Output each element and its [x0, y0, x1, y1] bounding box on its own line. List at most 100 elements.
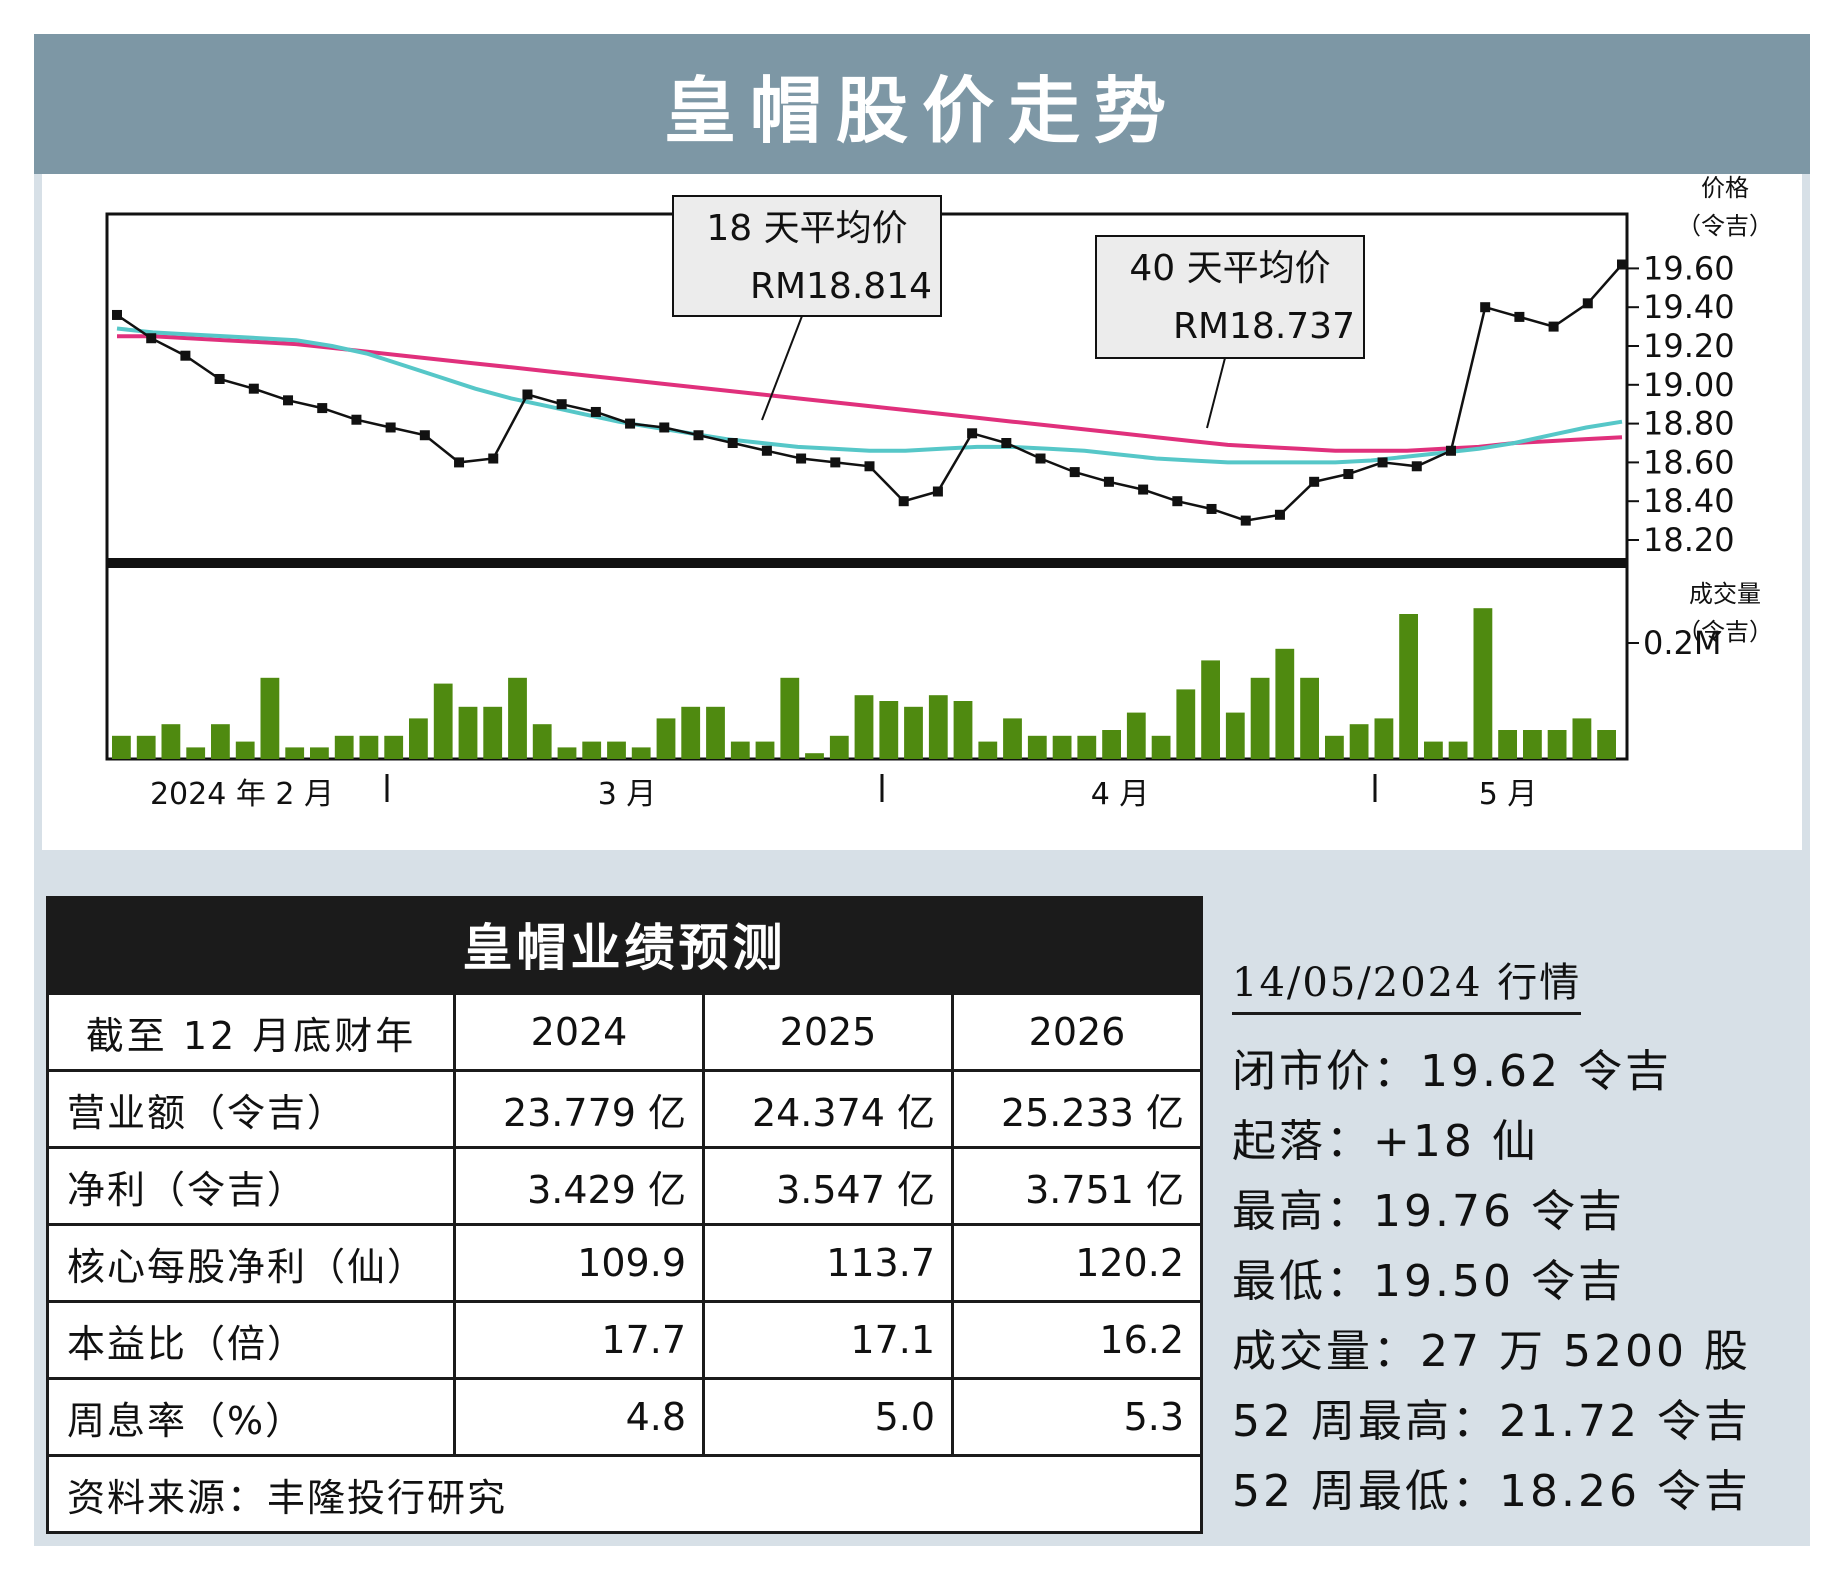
- row-label: 营业额（令吉）: [46, 1069, 456, 1149]
- table-cell: 24.374 亿: [702, 1069, 954, 1149]
- close-price-point: [146, 333, 157, 344]
- table-cell: 3.429 亿: [453, 1146, 705, 1226]
- close-price-point: [864, 461, 875, 472]
- table-header-cell: 2024: [453, 992, 705, 1072]
- price-axis-unit: （令吉）: [1677, 212, 1773, 240]
- volume-bar: [730, 741, 750, 759]
- volume-bar: [1126, 712, 1146, 759]
- volume-bar: [1325, 735, 1344, 759]
- price-tick-label: 19.20: [1643, 327, 1735, 365]
- close-price-point: [590, 406, 601, 417]
- volume-bar: [508, 677, 527, 759]
- close-price-point: [1480, 302, 1491, 313]
- month-label: 2024 年 2 月: [150, 777, 334, 812]
- volume-bar: [285, 747, 305, 759]
- volume-bar: [1424, 741, 1443, 759]
- volume-bar: [1300, 677, 1319, 759]
- close-price-point: [761, 445, 772, 456]
- month-label: 4 月: [1091, 777, 1150, 812]
- volume-bar: [1547, 730, 1567, 759]
- volume-bar: [904, 706, 923, 759]
- close-price-point: [830, 457, 841, 468]
- close-price-point: [1445, 445, 1456, 456]
- table-cell: 25.233 亿: [951, 1069, 1203, 1149]
- table-cell: 3.547 亿: [702, 1146, 954, 1226]
- row-label: 核心每股净利（仙）: [46, 1223, 456, 1303]
- volume-bar: [1225, 712, 1245, 759]
- close-price-point: [556, 399, 567, 410]
- close-price-point: [1548, 321, 1559, 332]
- close-price-point: [1343, 469, 1354, 480]
- volume-bar: [1250, 677, 1270, 759]
- close-price-point: [180, 350, 191, 361]
- volume-bar: [706, 706, 725, 759]
- volume-bar: [112, 735, 131, 759]
- close-price-point: [796, 453, 807, 464]
- volume-bar: [829, 735, 849, 759]
- volume-bar: [805, 753, 824, 759]
- volume-bar: [359, 735, 379, 759]
- volume-bar: [458, 706, 478, 759]
- row-label: 周息率（%）: [46, 1377, 456, 1457]
- close-price-point: [248, 383, 259, 394]
- volume-bar: [631, 747, 651, 759]
- quote-close: 闭市价：19.62 令吉: [1232, 1046, 1672, 1097]
- forecast-table-block: 皇帽业绩预测 截至 12 月底财年 2024 2025 2026 营业额（令吉）…: [46, 896, 1203, 1542]
- volume-bar: [1176, 689, 1196, 759]
- close-price-point: [454, 457, 465, 468]
- close-price-point: [967, 428, 978, 439]
- quote-high: 最高：19.76 令吉: [1232, 1186, 1625, 1237]
- volume-bar: [1052, 735, 1072, 759]
- volume-bar: [1003, 718, 1022, 759]
- table-cell: 16.2: [951, 1300, 1203, 1380]
- chart-title-bar: 皇帽股价走势: [34, 34, 1810, 174]
- volume-bar: [1102, 730, 1121, 759]
- close-price-point: [1172, 496, 1183, 507]
- table-row: 周息率（%） 4.8 5.0 5.3: [46, 1377, 1203, 1457]
- volume-bar: [483, 706, 503, 759]
- close-price-point: [1206, 503, 1217, 514]
- price-tick-label: 18.40: [1643, 482, 1735, 520]
- close-price-point: [898, 496, 909, 507]
- close-price-point: [522, 389, 533, 400]
- volume-bar: [310, 747, 329, 759]
- volume-bar: [1275, 648, 1295, 759]
- volume-bar: [928, 695, 948, 759]
- close-price-point: [1514, 311, 1525, 322]
- volume-bar: [582, 741, 602, 759]
- chart-title: 皇帽股价走势: [663, 68, 1180, 153]
- volume-bar: [136, 735, 156, 759]
- source-note: 资料来源：丰隆投行研究: [46, 1454, 1203, 1534]
- volume-bar: [557, 747, 577, 759]
- volume-bar: [1374, 718, 1394, 759]
- price-tick-label: 18.60: [1643, 443, 1735, 481]
- close-price-point: [1274, 509, 1285, 520]
- ma40-callout-leader: [1206, 357, 1226, 429]
- table-header-cell: 2025: [702, 992, 954, 1072]
- ma40-callout-name: 40 天平均价: [1129, 248, 1330, 289]
- volume-bar: [161, 724, 181, 759]
- table-cell: 4.8: [453, 1377, 705, 1457]
- price-tick-label: 19.40: [1643, 288, 1735, 326]
- quote-volume: 成交量：27 万 5200 股: [1232, 1326, 1751, 1377]
- volume-bar: [1523, 730, 1542, 759]
- close-price-point: [1309, 476, 1320, 487]
- table-cell: 120.2: [951, 1223, 1203, 1303]
- volume-bar: [1201, 660, 1220, 759]
- volume-bar: [1349, 724, 1369, 759]
- close-price-point: [1411, 461, 1422, 472]
- volume-bar: [211, 724, 230, 759]
- close-price-point: [1001, 438, 1012, 448]
- volume-bar: [260, 677, 280, 759]
- quote-date: 14/05/2024 行情: [1232, 950, 1582, 1015]
- close-price-point: [214, 373, 225, 384]
- volume-bar: [235, 741, 255, 759]
- close-price-point: [1069, 467, 1080, 478]
- row-label: 净利（令吉）: [46, 1146, 456, 1226]
- close-price-point: [659, 422, 670, 433]
- volume-bar: [1572, 718, 1592, 759]
- quote-panel: 14/05/2024 行情 闭市价：19.62 令吉 起落：+18 仙 最高：1…: [1232, 950, 1792, 1527]
- quote-52w-high: 52 周最高：21.72 令吉: [1232, 1396, 1751, 1447]
- close-price-point: [317, 403, 328, 414]
- volume-bar: [681, 706, 701, 759]
